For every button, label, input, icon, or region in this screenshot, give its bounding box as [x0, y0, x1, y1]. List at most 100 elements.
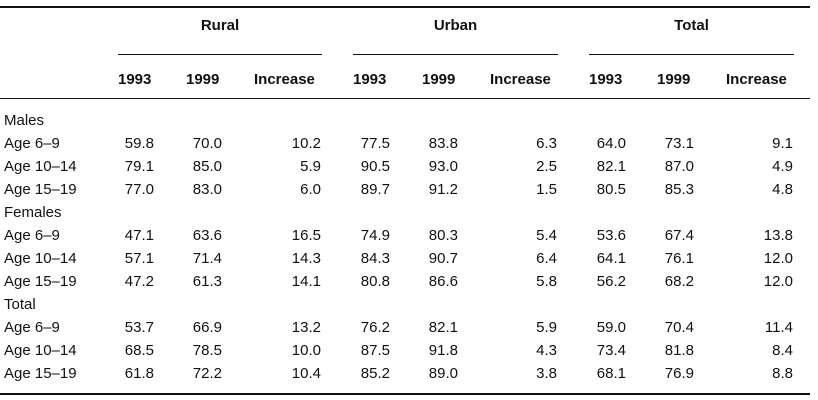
table-cell: 71.4	[192, 250, 222, 267]
table-cell: 61.3	[192, 273, 222, 290]
table-cell: 80.3	[428, 227, 458, 244]
table-cell: 14.1	[291, 273, 321, 290]
column-header: 1999	[422, 71, 456, 88]
section-title: Males	[4, 112, 45, 129]
table-cell: 63.6	[192, 227, 222, 244]
row-label: Age 15–19	[4, 273, 77, 290]
table-cell: 90.5	[360, 158, 390, 175]
column-header: 1999	[186, 71, 220, 88]
table-cell: 76.2	[360, 319, 390, 336]
column-header: 1993	[589, 71, 623, 88]
column-header: Increase	[490, 71, 551, 88]
table-cell: 3.8	[536, 365, 557, 382]
table-cell: 82.1	[428, 319, 458, 336]
table-cell: 72.2	[192, 365, 222, 382]
table-cell: 6.3	[536, 135, 557, 152]
table-cell: 89.0	[428, 365, 458, 382]
table-cell: 73.4	[596, 342, 626, 359]
table-cell: 91.8	[428, 342, 458, 359]
row-label: Age 10–14	[4, 158, 77, 175]
table-cell: 73.1	[664, 135, 694, 152]
table-cell: 4.3	[536, 342, 557, 359]
table-cell: 80.8	[360, 273, 390, 290]
table-cell: 13.8	[763, 227, 793, 244]
table-cell: 84.3	[360, 250, 390, 267]
row-label: Age 10–14	[4, 342, 77, 359]
table-cell: 85.3	[664, 181, 694, 198]
table-cell: 10.0	[291, 342, 321, 359]
table-cell: 89.7	[360, 181, 390, 198]
table-cell: 79.1	[124, 158, 154, 175]
table-cell: 10.4	[291, 365, 321, 382]
table-cell: 5.9	[536, 319, 557, 336]
table-cell: 1.5	[536, 181, 557, 198]
table-cell: 82.1	[596, 158, 626, 175]
table-cell: 12.0	[763, 273, 793, 290]
row-label: Age 15–19	[4, 181, 77, 198]
table-cell: 64.1	[596, 250, 626, 267]
table-cell: 47.2	[124, 273, 154, 290]
section-title: Females	[4, 204, 62, 221]
row-label: Age 6–9	[4, 135, 60, 152]
table-cell: 93.0	[428, 158, 458, 175]
table-cell: 53.6	[596, 227, 626, 244]
group-rule-rural	[118, 54, 322, 55]
table-cell: 91.2	[428, 181, 458, 198]
table-cell: 76.9	[664, 365, 694, 382]
group-rule-total	[589, 54, 794, 55]
table-cell: 4.8	[772, 181, 793, 198]
column-header: 1999	[657, 71, 691, 88]
table-cell: 8.8	[772, 365, 793, 382]
row-label: Age 6–9	[4, 319, 60, 336]
table-cell: 83.8	[428, 135, 458, 152]
table-cell: 78.5	[192, 342, 222, 359]
table-cell: 14.3	[291, 250, 321, 267]
table-cell: 16.5	[291, 227, 321, 244]
table-cell: 77.5	[360, 135, 390, 152]
table-cell: 70.4	[664, 319, 694, 336]
header-rule	[0, 98, 810, 99]
table-cell: 13.2	[291, 319, 321, 336]
table-cell: 6.0	[300, 181, 321, 198]
table-cell: 67.4	[664, 227, 694, 244]
table-cell: 5.4	[536, 227, 557, 244]
table-cell: 47.1	[124, 227, 154, 244]
table-cell: 87.5	[360, 342, 390, 359]
table-cell: 76.1	[664, 250, 694, 267]
table-cell: 53.7	[124, 319, 154, 336]
table-cell: 64.0	[596, 135, 626, 152]
table-cell: 66.9	[192, 319, 222, 336]
table-cell: 5.9	[300, 158, 321, 175]
table-cell: 61.8	[124, 365, 154, 382]
table-cell: 59.8	[124, 135, 154, 152]
table-cell: 68.5	[124, 342, 154, 359]
table-cell: 68.1	[596, 365, 626, 382]
table-cell: 77.0	[124, 181, 154, 198]
table-cell: 80.5	[596, 181, 626, 198]
row-label: Age 10–14	[4, 250, 77, 267]
table-cell: 87.0	[664, 158, 694, 175]
top-rule	[0, 6, 810, 8]
section-title: Total	[4, 296, 36, 313]
table-cell: 90.7	[428, 250, 458, 267]
table-cell: 10.2	[291, 135, 321, 152]
table-cell: 68.2	[664, 273, 694, 290]
column-header: Increase	[254, 71, 315, 88]
table-cell: 56.2	[596, 273, 626, 290]
table-cell: 85.0	[192, 158, 222, 175]
group-header-urban: Urban	[433, 17, 478, 34]
group-header-rural: Rural	[200, 17, 240, 34]
table-cell: 85.2	[360, 365, 390, 382]
row-label: Age 6–9	[4, 227, 60, 244]
table-cell: 6.4	[536, 250, 557, 267]
table-cell: 57.1	[124, 250, 154, 267]
table-cell: 12.0	[763, 250, 793, 267]
table-cell: 11.4	[764, 319, 793, 336]
group-rule-urban	[353, 54, 558, 55]
table-cell: 4.9	[772, 158, 793, 175]
table-cell: 70.0	[192, 135, 222, 152]
bottom-rule	[0, 393, 810, 395]
group-header-total: Total	[674, 17, 709, 34]
table-cell: 9.1	[772, 135, 793, 152]
